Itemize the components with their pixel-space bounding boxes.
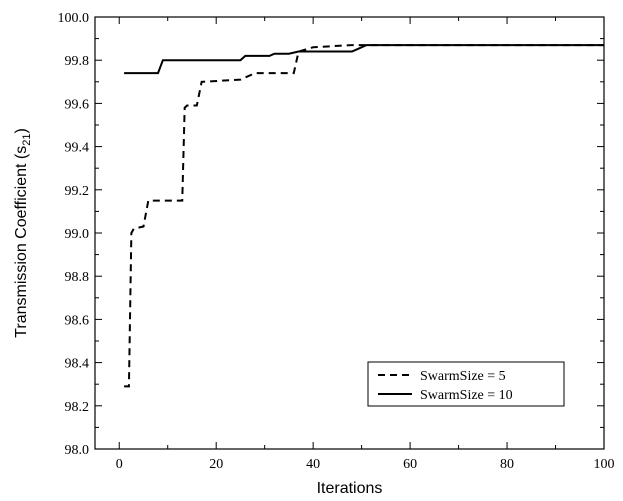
y-tick-label: 99.2 <box>65 184 90 199</box>
x-tick-label: 20 <box>209 457 223 472</box>
legend-label-swarmsize-10: SwarmSize = 10 <box>420 388 513 403</box>
y-tick-label: 98.2 <box>65 400 90 415</box>
y-axis-title-close: ) <box>13 128 30 133</box>
y-tick-label: 98.6 <box>65 313 90 328</box>
y-tick-label: 99.8 <box>65 54 90 69</box>
x-axis-title: Iterations <box>317 480 383 497</box>
x-tick-label: 40 <box>306 457 320 472</box>
legend-box <box>367 361 565 407</box>
legend: SwarmSize = 5 SwarmSize = 10 <box>367 361 565 407</box>
y-ticks: 98.0 98.2 98.4 98.6 98.8 99.0 99.2 99.4 99.6 99.8… <box>58 11 604 458</box>
series-line-swarmsize-10 <box>124 44 604 75</box>
x-ticks: 0 20 40 60 80 100 <box>116 17 615 472</box>
y-tick-label: 98.0 <box>65 443 90 458</box>
plot-frame <box>94 16 605 450</box>
legend-label-swarmsize-5: SwarmSize = 5 <box>420 369 506 384</box>
series-line-swarmsize-5 <box>124 44 604 388</box>
x-tick-label: 80 <box>500 457 514 472</box>
y-axis-title: Transmission Coefficient (s21) <box>13 128 33 338</box>
y-axis-title-subscript: 21 <box>21 134 33 146</box>
y-axis-title-main: Transmission Coefficient (s <box>13 146 30 338</box>
y-tick-label: 99.4 <box>65 141 90 156</box>
x-tick-label: 0 <box>116 457 123 472</box>
series-layer <box>124 44 604 388</box>
x-tick-label: 60 <box>403 457 417 472</box>
x-tick-label: 100 <box>594 457 615 472</box>
y-tick-label: 99.6 <box>65 97 90 112</box>
y-tick-label: 100.0 <box>58 11 90 26</box>
y-tick-label: 99.0 <box>65 227 90 242</box>
y-tick-label: 98.8 <box>65 270 90 285</box>
y-tick-label: 98.4 <box>65 357 90 372</box>
